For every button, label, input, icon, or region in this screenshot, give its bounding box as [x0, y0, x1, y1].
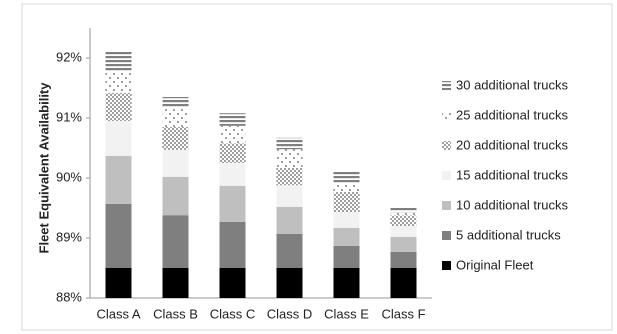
bar-segment — [333, 191, 360, 213]
bar-segment — [390, 251, 417, 268]
legend-label: Original Fleet — [456, 257, 534, 272]
bar-segment — [105, 203, 132, 268]
y-axis-title: Fleet Equivalent Availability — [36, 82, 51, 254]
bar-segment — [219, 143, 246, 163]
bar-segment — [105, 50, 132, 71]
bar-segment — [333, 268, 360, 298]
bar-segment — [390, 236, 417, 252]
legend-swatch — [442, 141, 451, 150]
bar-segment — [276, 149, 303, 168]
legend-label: 10 additional trucks — [456, 197, 569, 212]
bar-segment — [276, 185, 303, 207]
legend-swatch — [442, 231, 451, 240]
y-tick-label: 88% — [56, 289, 82, 304]
bar-segment — [219, 221, 246, 268]
bar-segment — [219, 185, 246, 222]
bar-segment — [276, 137, 303, 150]
bar-segment — [162, 268, 189, 298]
bar-segment — [162, 215, 189, 268]
bar-segment — [390, 215, 417, 226]
bar-segment — [390, 268, 417, 298]
chart-border — [21, 3, 613, 331]
legend-swatch — [442, 171, 451, 180]
bar-segment — [162, 107, 189, 127]
legend-label: 30 additional trucks — [456, 77, 569, 92]
y-tick-label: 90% — [56, 169, 82, 184]
bar-segment — [105, 121, 132, 156]
x-tick-label: Class E — [324, 306, 369, 321]
bar-segment — [105, 268, 132, 298]
bar-segment — [219, 125, 246, 144]
bar-segment — [105, 70, 132, 93]
bar-segment — [390, 208, 417, 213]
legend-label: 20 additional trucks — [456, 137, 569, 152]
bar-segment — [276, 206, 303, 234]
bar-segment — [390, 226, 417, 237]
x-tick-label: Class B — [153, 306, 198, 321]
bar-segment — [105, 92, 132, 121]
bar-segment — [276, 268, 303, 298]
bar-segment — [162, 127, 189, 150]
bar-segment — [219, 113, 246, 126]
legend-swatch — [442, 261, 451, 270]
bar-segment — [390, 212, 417, 216]
bar-segment — [333, 182, 360, 192]
legend-label: 25 additional trucks — [456, 107, 569, 122]
bar-segment — [162, 149, 189, 177]
legend-swatch — [442, 111, 451, 120]
bar-segment — [333, 227, 360, 246]
bar-segment — [219, 268, 246, 298]
x-tick-label: Class A — [96, 306, 140, 321]
bar-segment — [162, 176, 189, 216]
bar-segment — [333, 172, 360, 183]
legend-label: 5 additional trucks — [456, 227, 561, 242]
x-tick-label: Class D — [267, 306, 313, 321]
legend-swatch — [442, 81, 451, 90]
y-tick-label: 91% — [56, 109, 82, 124]
bar-segment — [333, 245, 360, 268]
bar-segment — [276, 233, 303, 268]
y-tick-label: 89% — [56, 229, 82, 244]
bar-segment — [162, 97, 189, 108]
bar-segment — [105, 155, 132, 204]
legend-swatch — [442, 201, 451, 210]
x-tick-label: Class C — [210, 306, 256, 321]
bar-segment — [276, 167, 303, 186]
y-tick-label: 92% — [56, 49, 82, 64]
x-tick-label: Class F — [381, 306, 425, 321]
bar-segment — [333, 212, 360, 228]
bar-segment — [219, 163, 246, 186]
legend-label: 15 additional trucks — [456, 167, 569, 182]
